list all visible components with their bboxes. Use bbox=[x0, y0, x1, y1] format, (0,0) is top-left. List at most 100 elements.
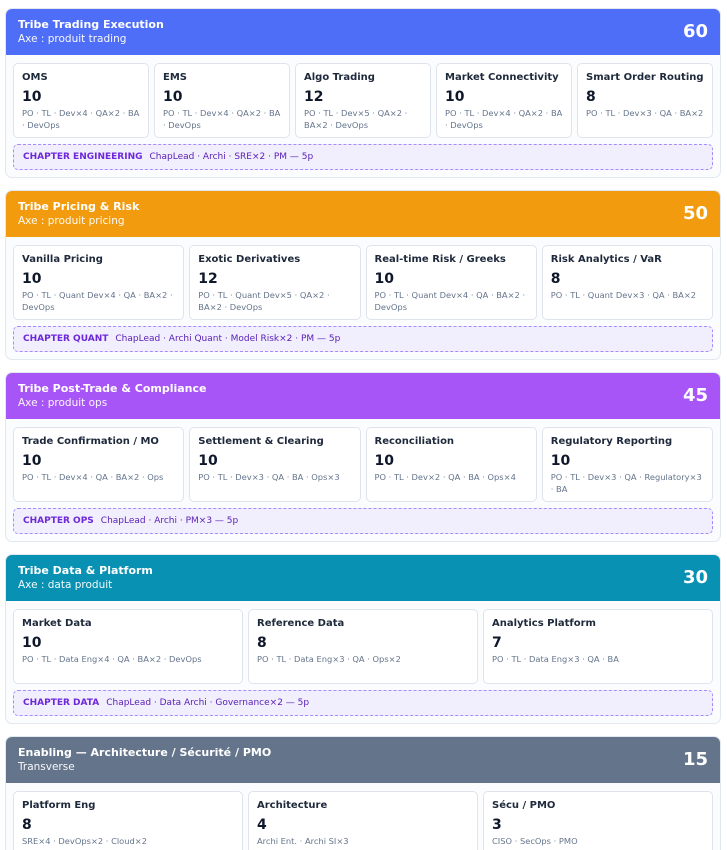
team-name: Market Connectivity bbox=[445, 72, 559, 83]
team-roles: PO · TL · Dev×4 · QA×2 · BA · DevOps bbox=[163, 108, 281, 130]
tribe-card: Enabling — Architecture / Sécurité / PMO… bbox=[5, 736, 721, 850]
tribe-headcount: 30 bbox=[682, 567, 708, 588]
team-roles: PO · TL · Data Eng×4 · QA · BA×2 · DevOp… bbox=[22, 654, 202, 664]
team-headcount: 10 bbox=[22, 635, 42, 651]
team-name: Vanilla Pricing bbox=[22, 254, 103, 265]
tribe-headcount: 45 bbox=[682, 385, 708, 406]
tribe-body: OMS 10 PO · TL · Dev×4 · QA×2 · BA · DevOp… bbox=[6, 55, 720, 177]
team-name: Algo Trading bbox=[304, 72, 375, 83]
team-headcount: 10 bbox=[22, 271, 42, 287]
chapter-label: CHAPTER ENGINEERING bbox=[23, 152, 143, 162]
tribe-headcount: 15 bbox=[682, 749, 708, 770]
tribe-header: Enabling — Architecture / Sécurité / PMO… bbox=[6, 737, 720, 783]
team-headcount: 3 bbox=[492, 817, 502, 833]
team-list: Platform Eng 8 SRE×4 · DevOps×2 · Cloud×2 A… bbox=[13, 791, 713, 850]
tribe-axe: Transverse bbox=[18, 761, 75, 773]
team-card: Settlement & Clearing 10 PO · TL · Dev×3 ·… bbox=[189, 427, 361, 502]
tribe-name: Tribe Trading Execution bbox=[18, 18, 164, 31]
team-name: Real-time Risk / Greeks bbox=[374, 254, 506, 265]
team-headcount: 12 bbox=[198, 271, 218, 287]
team-name: Risk Analytics / VaR bbox=[550, 254, 662, 265]
team-roles: Archi Ent. · Archi SI×3 bbox=[257, 836, 349, 846]
chapter-members: ChapLead · Archi Quant · Model Risk×2 · … bbox=[115, 334, 341, 344]
tribe-card: Tribe Data & Platform Axe : data produit 3… bbox=[5, 554, 721, 724]
chapter-members: ChapLead · Archi · SRE×2 · PM — 5p bbox=[149, 152, 314, 162]
team-name: Smart Order Routing bbox=[586, 72, 704, 83]
team-list: OMS 10 PO · TL · Dev×4 · QA×2 · BA · DevOp… bbox=[13, 63, 713, 138]
team-card: OMS 10 PO · TL · Dev×4 · QA×2 · BA · DevOp… bbox=[13, 63, 149, 138]
team-name: EMS bbox=[163, 72, 187, 83]
team-headcount: 8 bbox=[550, 271, 561, 287]
tribe-headcount: 60 bbox=[682, 21, 708, 42]
tribe-header: Tribe Data & Platform Axe : data produit 3… bbox=[6, 555, 720, 601]
team-headcount: 10 bbox=[198, 453, 218, 469]
chapter-bar: CHAPTER DATA ChapLead · Data Archi · Gove… bbox=[13, 690, 713, 716]
chapter-label: CHAPTER QUANT bbox=[23, 334, 109, 344]
chapter-bar: CHAPTER ENGINEERING ChapLead · Archi · SR… bbox=[13, 144, 713, 170]
team-name: Exotic Derivatives bbox=[198, 254, 301, 265]
team-headcount: 10 bbox=[22, 453, 42, 469]
team-name: Platform Eng bbox=[22, 800, 96, 811]
tribe-axe: Axe : produit ops bbox=[18, 397, 108, 409]
team-headcount: 10 bbox=[163, 89, 183, 105]
tribe-name: Tribe Pricing & Risk bbox=[18, 200, 140, 213]
team-name: Reconciliation bbox=[374, 436, 455, 447]
team-card: Architecture 4 Archi Ent. · Archi SI×3 bbox=[248, 791, 478, 850]
team-card: Reference Data 8 PO · TL · Data Eng×3 · QA… bbox=[248, 609, 478, 684]
team-name: Trade Confirmation / MO bbox=[22, 436, 159, 447]
team-headcount: 10 bbox=[22, 89, 42, 105]
team-headcount: 10 bbox=[550, 453, 571, 469]
team-name: Analytics Platform bbox=[492, 618, 596, 629]
team-list: Market Data 10 PO · TL · Data Eng×4 · QA ·… bbox=[13, 609, 713, 684]
tribe-axe: Axe : produit pricing bbox=[18, 215, 125, 227]
team-card: Real-time Risk / Greeks 10 PO · TL · Quant… bbox=[365, 245, 537, 320]
team-headcount: 8 bbox=[22, 817, 32, 833]
team-roles: PO · TL · Data Eng×3 · QA · BA bbox=[492, 654, 619, 664]
team-roles: PO · TL · Dev×2 · QA · BA · Ops×4 bbox=[374, 472, 516, 482]
team-card: Market Connectivity 10 PO · TL · Dev×4 · Q… bbox=[436, 63, 572, 138]
tribe-header: Tribe Post-Trade & Compliance Axe : produ… bbox=[6, 373, 720, 419]
team-card: Trade Confirmation / MO 10 PO · TL · Dev×4… bbox=[13, 427, 185, 502]
tribe-body: Vanilla Pricing 10 PO · TL · Quant Dev×4 ·… bbox=[6, 237, 720, 359]
tribe-body: Trade Confirmation / MO 10 PO · TL · Dev×4… bbox=[6, 419, 720, 541]
chapter-members: ChapLead · Data Archi · Governance×2 — 5… bbox=[106, 698, 310, 708]
team-name: Regulatory Reporting bbox=[550, 436, 673, 447]
chapter-label: CHAPTER OPS bbox=[23, 516, 94, 526]
team-roles: PO · TL · Dev×3 · QA · Regulatory×3 · BA bbox=[550, 472, 702, 494]
team-roles: SRE×4 · DevOps×2 · Cloud×2 bbox=[22, 836, 148, 846]
tribe-body: Platform Eng 8 SRE×4 · DevOps×2 · Cloud×2 A… bbox=[6, 783, 720, 850]
team-list: Trade Confirmation / MO 10 PO · TL · Dev×4… bbox=[13, 427, 713, 502]
team-card: EMS 10 PO · TL · Dev×4 · QA×2 · BA · DevOp… bbox=[154, 63, 290, 138]
team-headcount: 7 bbox=[492, 635, 502, 651]
team-card: Algo Trading 12 PO · TL · Dev×5 · QA×2 · B… bbox=[295, 63, 431, 138]
tribe-card: Tribe Post-Trade & Compliance Axe : produ… bbox=[5, 372, 721, 542]
team-roles: PO · TL · Quant Dev×4 · QA · BA×2 · DevO… bbox=[374, 290, 526, 312]
tribe-name: Tribe Data & Platform bbox=[18, 564, 153, 577]
team-name: Settlement & Clearing bbox=[198, 436, 324, 447]
team-headcount: 8 bbox=[586, 89, 596, 105]
team-card: Vanilla Pricing 10 PO · TL · Quant Dev×4 ·… bbox=[13, 245, 185, 320]
team-roles: CISO · SecOps · PMO bbox=[492, 836, 578, 846]
team-headcount: 12 bbox=[304, 89, 324, 105]
team-name: Architecture bbox=[257, 800, 328, 811]
team-card: Sécu / PMO 3 CISO · SecOps · PMO bbox=[483, 791, 713, 850]
team-card: Smart Order Routing 8 PO · TL · Dev×3 · QA… bbox=[577, 63, 713, 138]
team-name: Sécu / PMO bbox=[492, 800, 556, 811]
team-roles: PO · TL · Quant Dev×5 · QA×2 · BA×2 · De… bbox=[198, 290, 330, 312]
team-card: Market Data 10 PO · TL · Data Eng×4 · QA ·… bbox=[13, 609, 243, 684]
team-list: Vanilla Pricing 10 PO · TL · Quant Dev×4 ·… bbox=[13, 245, 713, 320]
team-name: Market Data bbox=[22, 618, 92, 629]
team-card: Analytics Platform 7 PO · TL · Data Eng×3 … bbox=[483, 609, 713, 684]
chapter-members: ChapLead · Archi · PM×3 — 5p bbox=[100, 516, 239, 526]
team-headcount: 4 bbox=[257, 817, 267, 833]
team-headcount: 10 bbox=[374, 453, 394, 469]
team-roles: PO · TL · Data Eng×3 · QA · Ops×2 bbox=[257, 654, 401, 664]
team-roles: PO · TL · Quant Dev×3 · QA · BA×2 bbox=[550, 290, 697, 300]
tribe-card: Tribe Trading Execution Axe : produit tra… bbox=[5, 8, 721, 178]
team-roles: PO · TL · Dev×3 · QA · BA×2 bbox=[586, 108, 704, 118]
team-roles: PO · TL · Dev×4 · QA×2 · BA · DevOps bbox=[22, 108, 140, 130]
team-name: Reference Data bbox=[257, 618, 345, 629]
tribe-axe: Axe : data produit bbox=[18, 579, 113, 591]
tribe-header: Tribe Trading Execution Axe : produit tra… bbox=[6, 9, 720, 55]
